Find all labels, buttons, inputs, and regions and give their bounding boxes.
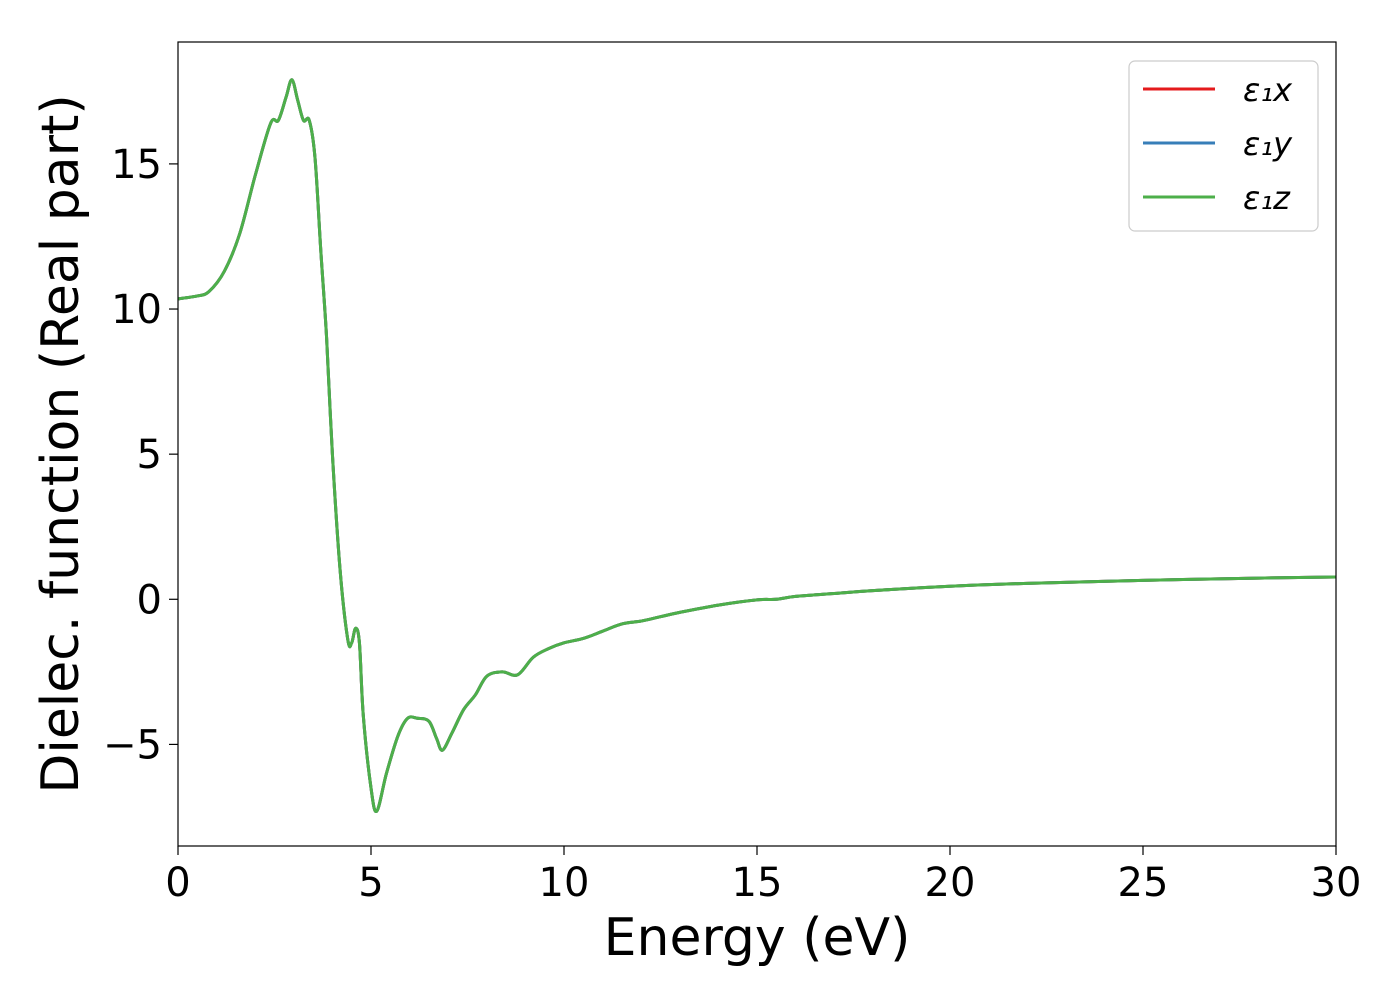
legend-box — [1128, 60, 1319, 232]
legend-item: ε₁z — [1143, 179, 1291, 217]
x-tick-label: 25 — [1118, 860, 1169, 906]
x-tick-label: 10 — [539, 860, 590, 906]
y-tick-label: 5 — [137, 432, 162, 478]
x-tick-label: 15 — [732, 860, 783, 906]
x-tick-label: 20 — [925, 860, 976, 906]
legend-label: ε₁x — [1243, 71, 1293, 109]
series-layer — [178, 78, 1336, 814]
legend-item: ε₁x — [1143, 71, 1293, 109]
legend: ε₁x ε₁y ε₁z — [1128, 60, 1319, 232]
series-line-3 — [178, 78, 1336, 814]
x-axis-title: Energy (eV) — [604, 908, 911, 968]
y-tick-label: 15 — [111, 142, 162, 188]
x-tick-label: 0 — [165, 860, 190, 906]
legend-label: ε₁y — [1243, 125, 1293, 163]
legend-item: ε₁y — [1143, 125, 1293, 163]
x-tick-label: 30 — [1311, 860, 1362, 906]
y-tick-label: −5 — [103, 722, 162, 768]
y-tick-label: 0 — [137, 577, 162, 623]
y-tick-label: 10 — [111, 287, 162, 333]
y-axis-title: Dielec. function (Real part) — [31, 94, 91, 793]
x-axis: 0 5 10 15 20 25 30 — [165, 846, 1361, 906]
legend-label: ε₁z — [1243, 179, 1291, 217]
x-tick-label: 5 — [358, 860, 383, 906]
y-axis: −5 0 5 10 15 — [103, 142, 178, 768]
